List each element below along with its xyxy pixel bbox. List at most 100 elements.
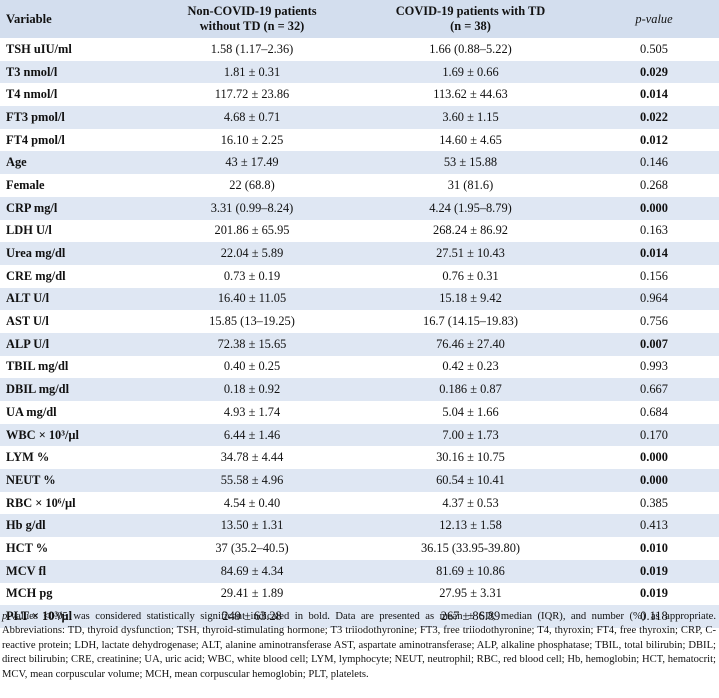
row-label: FT4 pmol/l: [6, 132, 65, 147]
table-row: HCT % 37 (35.2–40.5) 36.15 (33.95-39.80) 0.…: [0, 537, 719, 560]
row-label: MCH pg: [6, 586, 53, 601]
row-covid-value: 30.16 ± 10.75: [436, 450, 505, 465]
row-covid-value: 4.37 ± 0.53: [442, 495, 499, 510]
table-row: DBIL mg/dl 0.18 ± 0.92 0.186 ± 0.87 0.667: [0, 378, 719, 401]
row-label: Age: [6, 155, 27, 170]
row-p-value: 0.029: [640, 64, 668, 79]
row-covid-value: 0.186 ± 0.87: [439, 382, 502, 397]
row-label: LDH U/l: [6, 223, 52, 238]
table-row: TSH uIU/ml 1.58 (1.17–2.36) 1.66 (0.88–5.2…: [0, 38, 719, 61]
table-row: TBIL mg/dl 0.40 ± 0.25 0.42 ± 0.23 0.993: [0, 355, 719, 379]
row-p-value: 0.993: [640, 359, 668, 374]
row-covid-value: 4.24 (1.95–8.79): [429, 200, 512, 215]
row-p-value: 0.118: [640, 609, 668, 624]
row-covid-value: 268.24 ± 86.92: [433, 223, 508, 238]
row-p-value: 0.019: [640, 586, 668, 601]
row-covid-value: 16.7 (14.15–19.83): [423, 314, 518, 329]
footnote-text: -values <0.05 was considered statistical…: [2, 611, 716, 680]
row-label: Hb g/dl: [6, 518, 46, 533]
table-row: Hb g/dl 13.50 ± 1.31 12.13 ± 1.58 0.413: [0, 514, 719, 538]
row-label: T3 nmol/l: [6, 64, 58, 79]
row-label: ALT U/l: [6, 291, 50, 306]
row-covid-value: 81.69 ± 10.86: [436, 563, 505, 578]
row-non-covid-value: 4.68 ± 0.71: [223, 109, 281, 124]
header-covid-line1: COVID-19 patients with TD: [395, 4, 546, 18]
row-non-covid-value: 117.72 ± 23.86: [214, 87, 290, 102]
table-row: T4 nmol/l 117.72 ± 23.86 113.62 ± 44.63 0.0…: [0, 83, 719, 107]
table-row: WBC × 10³/µl 6.44 ± 1.46 7.00 ± 1.73 0.170: [0, 423, 719, 447]
comparison-table: Variable Non-COVID-19 patients without T…: [0, 0, 719, 628]
row-covid-value: 113.62 ± 44.63: [433, 87, 508, 102]
row-covid-value: 12.13 ± 1.58: [439, 518, 502, 533]
table-row: NEUT % 55.58 ± 4.96 60.54 ± 10.41 0.000: [0, 469, 719, 492]
row-non-covid-value: 0.18 ± 0.92: [223, 382, 281, 397]
row-p-value: 0.146: [640, 155, 668, 170]
row-label: CRE mg/dl: [6, 268, 66, 283]
row-non-covid-value: 0.73 ± 0.19: [223, 268, 281, 283]
row-label: LYM %: [6, 450, 50, 465]
row-label: ALP U/l: [6, 336, 50, 351]
row-covid-value: 36.15 (33.95-39.80): [420, 540, 521, 555]
row-covid-value: 7.00 ± 1.73: [442, 427, 499, 442]
row-covid-value: 267 ± 86.89: [440, 609, 501, 624]
row-p-value: 0.014: [640, 87, 668, 102]
row-non-covid-value: 4.54 ± 0.40: [223, 495, 281, 510]
row-label: TSH uIU/ml: [6, 41, 72, 56]
row-p-value: 0.756: [640, 314, 668, 329]
row-covid-value: 1.66 (0.88–5.22): [429, 41, 512, 56]
table-row: ALT U/l 16.40 ± 11.05 15.18 ± 9.42 0.964: [0, 287, 719, 311]
row-label: MCV fl: [6, 563, 47, 578]
table-row: UA mg/dl 4.93 ± 1.74 5.04 ± 1.66 0.684: [0, 401, 719, 424]
row-non-covid-value: 13.50 ± 1.31: [220, 518, 284, 533]
row-p-value: 0.667: [640, 382, 668, 397]
table-row: T3 nmol/l 1.81 ± 0.31 1.69 ± 0.66 0.029: [0, 60, 719, 84]
row-p-value: 0.022: [640, 109, 668, 124]
row-p-value: 0.019: [640, 563, 668, 578]
row-non-covid-value: 34.78 ± 4.44: [220, 450, 284, 465]
table-header-row: Variable Non-COVID-19 patients without T…: [0, 0, 719, 38]
row-label: TBIL mg/dl: [6, 359, 69, 374]
row-label: RBC × 10⁶/µl: [6, 495, 76, 510]
row-label: DBIL mg/dl: [6, 382, 70, 397]
row-non-covid-value: 22 (68.8): [229, 177, 275, 192]
table-row: LDH U/l 201.86 ± 65.95 268.24 ± 86.92 0.163: [0, 219, 719, 243]
row-non-covid-value: 16.10 ± 2.25: [220, 132, 284, 147]
header-pvalue: p-value: [635, 11, 673, 26]
row-p-value: 0.007: [640, 336, 668, 351]
row-non-covid-value: 1.81 ± 0.31: [223, 64, 281, 79]
header-covid-line2: (n = 38): [450, 19, 491, 33]
row-label: T4 nmol/l: [6, 87, 58, 102]
row-covid-value: 76.46 ± 27.40: [436, 336, 505, 351]
row-non-covid-value: 6.44 ± 1.46: [223, 427, 281, 442]
row-non-covid-value: 16.40 ± 11.05: [217, 291, 287, 306]
row-non-covid-value: 1.58 (1.17–2.36): [210, 41, 294, 56]
row-label: Female: [6, 177, 45, 192]
table-row: AST U/l 15.85 (13–19.25) 16.7 (14.15–19.83…: [0, 310, 719, 333]
row-non-covid-value: 29.41 ± 1.89: [220, 586, 284, 601]
table-body: TSH uIU/ml 1.58 (1.17–2.36) 1.66 (0.88–5.2…: [0, 38, 719, 628]
row-covid-value: 27.51 ± 10.43: [436, 246, 505, 261]
row-p-value: 0.505: [640, 41, 668, 56]
header-non-covid: Non-COVID-19 patients without TD (n = 32…: [152, 0, 352, 38]
row-p-value: 0.964: [640, 291, 668, 306]
row-non-covid-value: 4.93 ± 1.74: [223, 404, 281, 419]
header-non-covid-line2: without TD (n = 32): [199, 19, 305, 33]
footnote-p-italic: p: [2, 611, 8, 622]
row-covid-value: 53 ± 15.88: [443, 155, 498, 170]
table-row: Age 43 ± 17.49 53 ± 15.88 0.146: [0, 151, 719, 175]
row-covid-value: 1.69 ± 0.66: [442, 64, 499, 79]
row-label: CRP mg/l: [6, 200, 58, 215]
row-p-value: 0.000: [640, 450, 668, 465]
row-covid-value: 14.60 ± 4.65: [439, 132, 502, 147]
row-non-covid-value: 72.38 ± 15.65: [217, 336, 287, 351]
header-variable: Variable: [6, 11, 52, 26]
row-non-covid-value: 37 (35.2–40.5): [215, 540, 289, 555]
row-p-value: 0.000: [640, 200, 668, 215]
row-p-value: 0.170: [640, 427, 668, 442]
row-label: HCT %: [6, 540, 49, 555]
header-covid: COVID-19 patients with TD (n = 38): [352, 0, 589, 38]
table-row: MCV fl 84.69 ± 4.34 81.69 ± 10.86 0.019: [0, 559, 719, 583]
row-covid-value: 15.18 ± 9.42: [439, 291, 502, 306]
row-label: UA mg/dl: [6, 404, 57, 419]
row-p-value: 0.385: [640, 495, 668, 510]
